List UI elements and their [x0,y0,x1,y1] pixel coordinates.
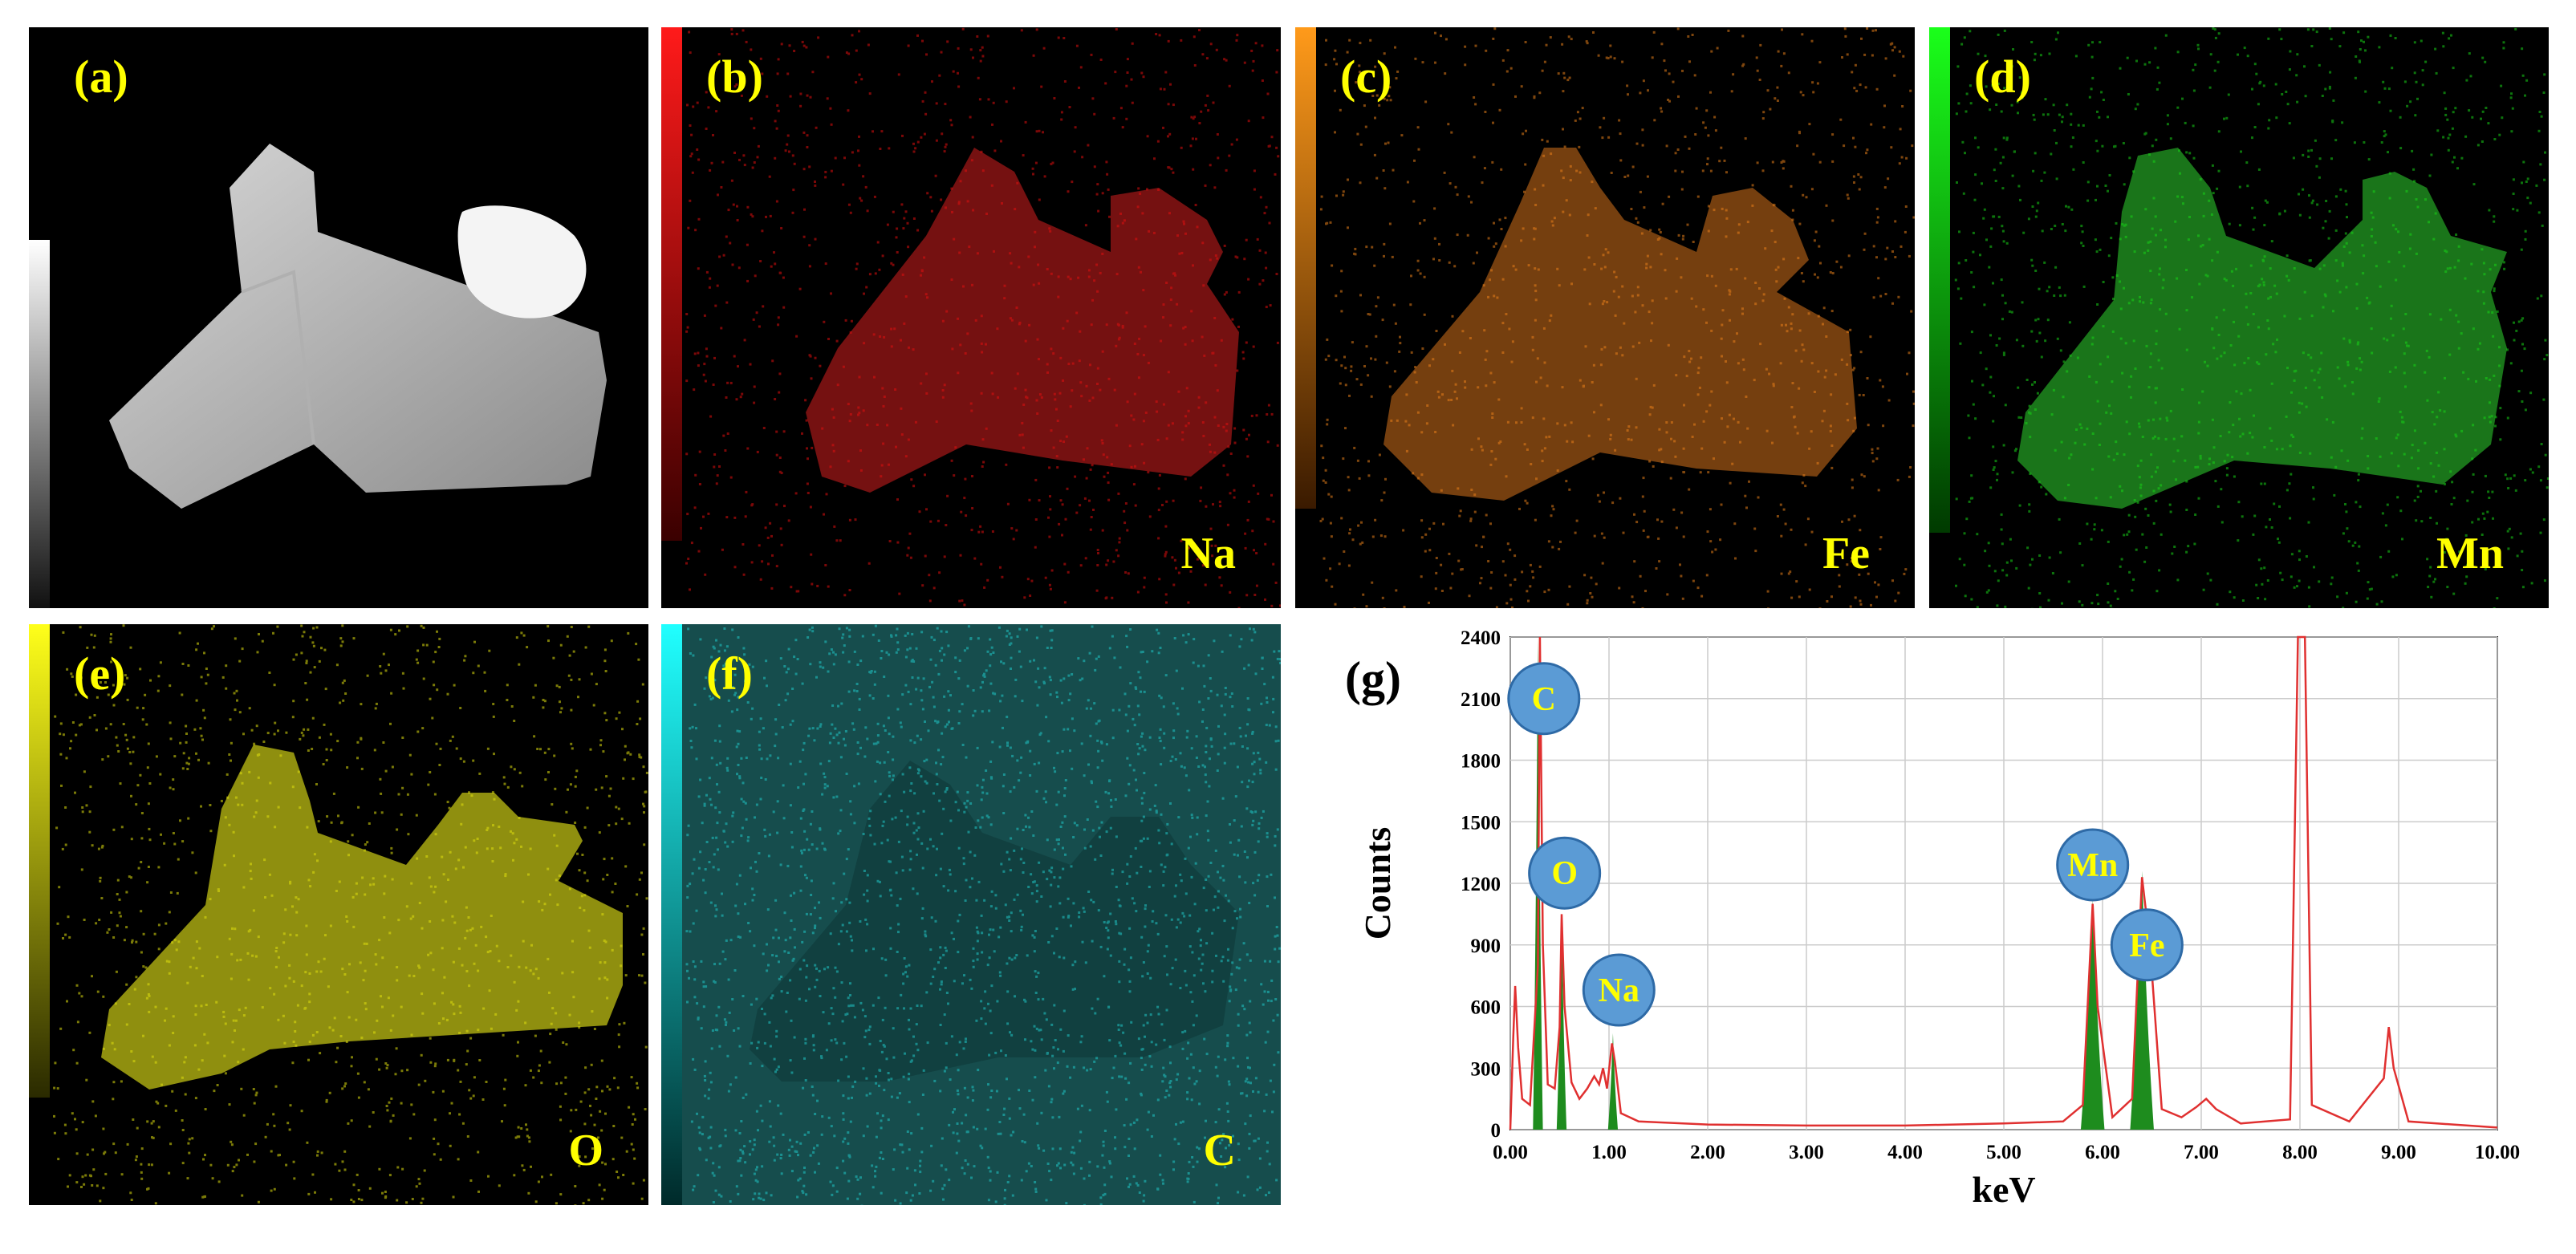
colorbar-e [29,624,50,1098]
annotation-label-na: Na [1599,972,1639,1009]
y-tick-label: 900 [1471,935,1501,957]
panel-e-element: O [568,1126,603,1175]
panel-b-label: (b) [706,51,763,103]
panel-f-label: (f) [706,647,753,700]
speckle [1319,27,1915,608]
y-tick-label: 300 [1471,1058,1501,1080]
annotation-circle-na [1582,953,1656,1027]
x-tick-label: 0.00 [1493,1142,1528,1163]
y-axis-label: Counts [1357,827,1398,940]
colorbar-c [1295,27,1316,509]
x-tick-label: 1.00 [1591,1142,1627,1163]
speckle [685,27,1281,608]
x-axis-ticks: 0.00 1.00 2.00 3.00 4.00 5.00 6.00 7.00 8.00 9.00… [1493,1142,2520,1163]
x-tick-label: 8.00 [2282,1142,2318,1163]
spectrum-line [1509,635,2498,1130]
peak-na [1607,1033,1619,1130]
colorbar-b [661,27,682,541]
panel-d-element: Mn [2436,529,2504,578]
x-tick-label: 10.00 [2475,1142,2520,1163]
annotation-circle-o [1528,836,1602,910]
o-distribution [53,624,648,1205]
colorbar-a [29,240,50,608]
fe-distribution [1319,27,1915,608]
peak-o [1556,914,1567,1130]
panel-b-na-map: (b) Na [661,27,1281,608]
panel-e-o-map: (e) O [29,624,648,1205]
panel-a-label: (a) [74,51,128,103]
colorbar-f [661,624,682,1205]
panel-c-element: Fe [1822,529,1870,578]
panel-d-label: (d) [1974,51,2031,103]
annotation-label-mn: Mn [2067,847,2118,884]
speckle [685,624,1281,1205]
x-tick-label: 2.00 [1690,1142,1725,1163]
y-tick-label: 2400 [1461,627,1501,649]
speckle [53,624,648,1205]
y-tick-label: 600 [1471,997,1501,1019]
annotation-label-c: C [1532,681,1556,718]
panel-d-mn-map: (d) Mn [1929,27,2549,608]
colorbar-d [1929,27,1950,533]
panel-f-c-map: (f) C [661,624,1281,1205]
na-distribution [685,27,1281,608]
peak-fe [2130,870,2154,1130]
peak-mn [2080,899,2105,1130]
peak-annotations: C O Na Mn Fe [1507,662,2184,1027]
chart-grid [1509,636,2498,1130]
speckle [1954,27,2549,608]
x-tick-label: 5.00 [1986,1142,2021,1163]
x-tick-label: 6.00 [2085,1142,2120,1163]
particle-grayscale [109,144,607,509]
y-tick-label: 0 [1491,1120,1501,1142]
panel-f-element: C [1203,1126,1236,1175]
c-distribution [682,624,1281,1205]
annotation-circle-c [1507,662,1581,736]
annotation-circle-mn [2056,828,2130,902]
x-tick-label: 4.00 [1887,1142,1923,1163]
mn-distribution [1954,27,2549,608]
y-axis-ticks: 0 300 600 900 1200 1500 1800 2100 2400 [1461,627,1501,1142]
annotation-circle-fe [2110,908,2184,982]
x-axis-label: keV [1972,1169,2035,1210]
panel-a-image: (a) [29,27,648,608]
x-tick-label: 9.00 [2381,1142,2416,1163]
y-tick-label: 1500 [1461,812,1501,834]
panel-g-label: (g) [1345,652,1401,705]
x-tick-label: 7.00 [2184,1142,2219,1163]
annotation-label-o: O [1551,855,1578,892]
panel-e-label: (e) [74,647,126,700]
eds-spectrum-chart: (g) 0.00 1.00 2.00 3.00 4.00 5.00 6.00 7.00 8.00… [1345,627,2520,1210]
panel-c-label: (c) [1340,51,1392,103]
annotation-label-fe: Fe [2129,927,2164,964]
x-tick-label: 3.00 [1789,1142,1824,1163]
y-tick-label: 1800 [1461,751,1501,773]
panel-c-fe-map: (c) Fe [1295,27,1915,608]
y-tick-label: 2100 [1461,689,1501,711]
panel-b-element: Na [1180,529,1236,578]
y-tick-label: 1200 [1461,874,1501,895]
